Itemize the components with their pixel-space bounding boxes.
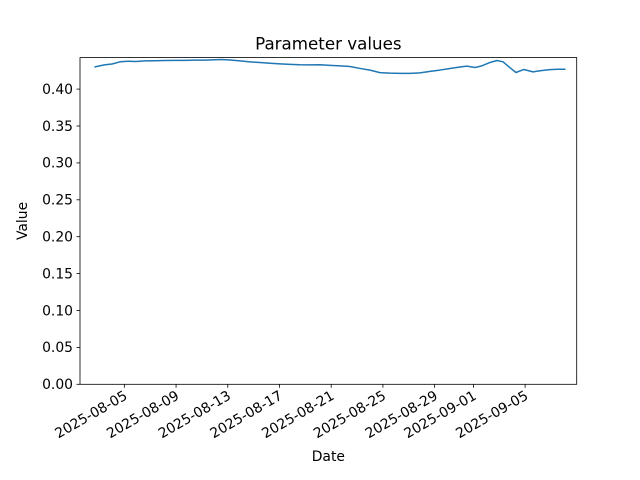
y-tick-label: 0.25 xyxy=(42,193,73,209)
plot-border xyxy=(79,57,578,385)
y-tick-label: 0.30 xyxy=(42,156,73,172)
y-tick-label: 0.40 xyxy=(42,82,73,98)
y-tick-label: 0.00 xyxy=(42,377,73,393)
chart-title: Parameter values xyxy=(255,34,401,54)
y-tick-label: 0.20 xyxy=(42,230,73,246)
y-tick-label: 0.10 xyxy=(42,303,73,319)
y-axis-label: Value xyxy=(15,202,31,240)
data-line-parameter-values xyxy=(94,58,566,75)
x-axis-label: Date xyxy=(312,449,345,465)
y-tick-label: 0.15 xyxy=(42,266,73,282)
y-tick-label: 0.35 xyxy=(42,119,73,135)
y-tick-label: 0.05 xyxy=(42,340,73,356)
